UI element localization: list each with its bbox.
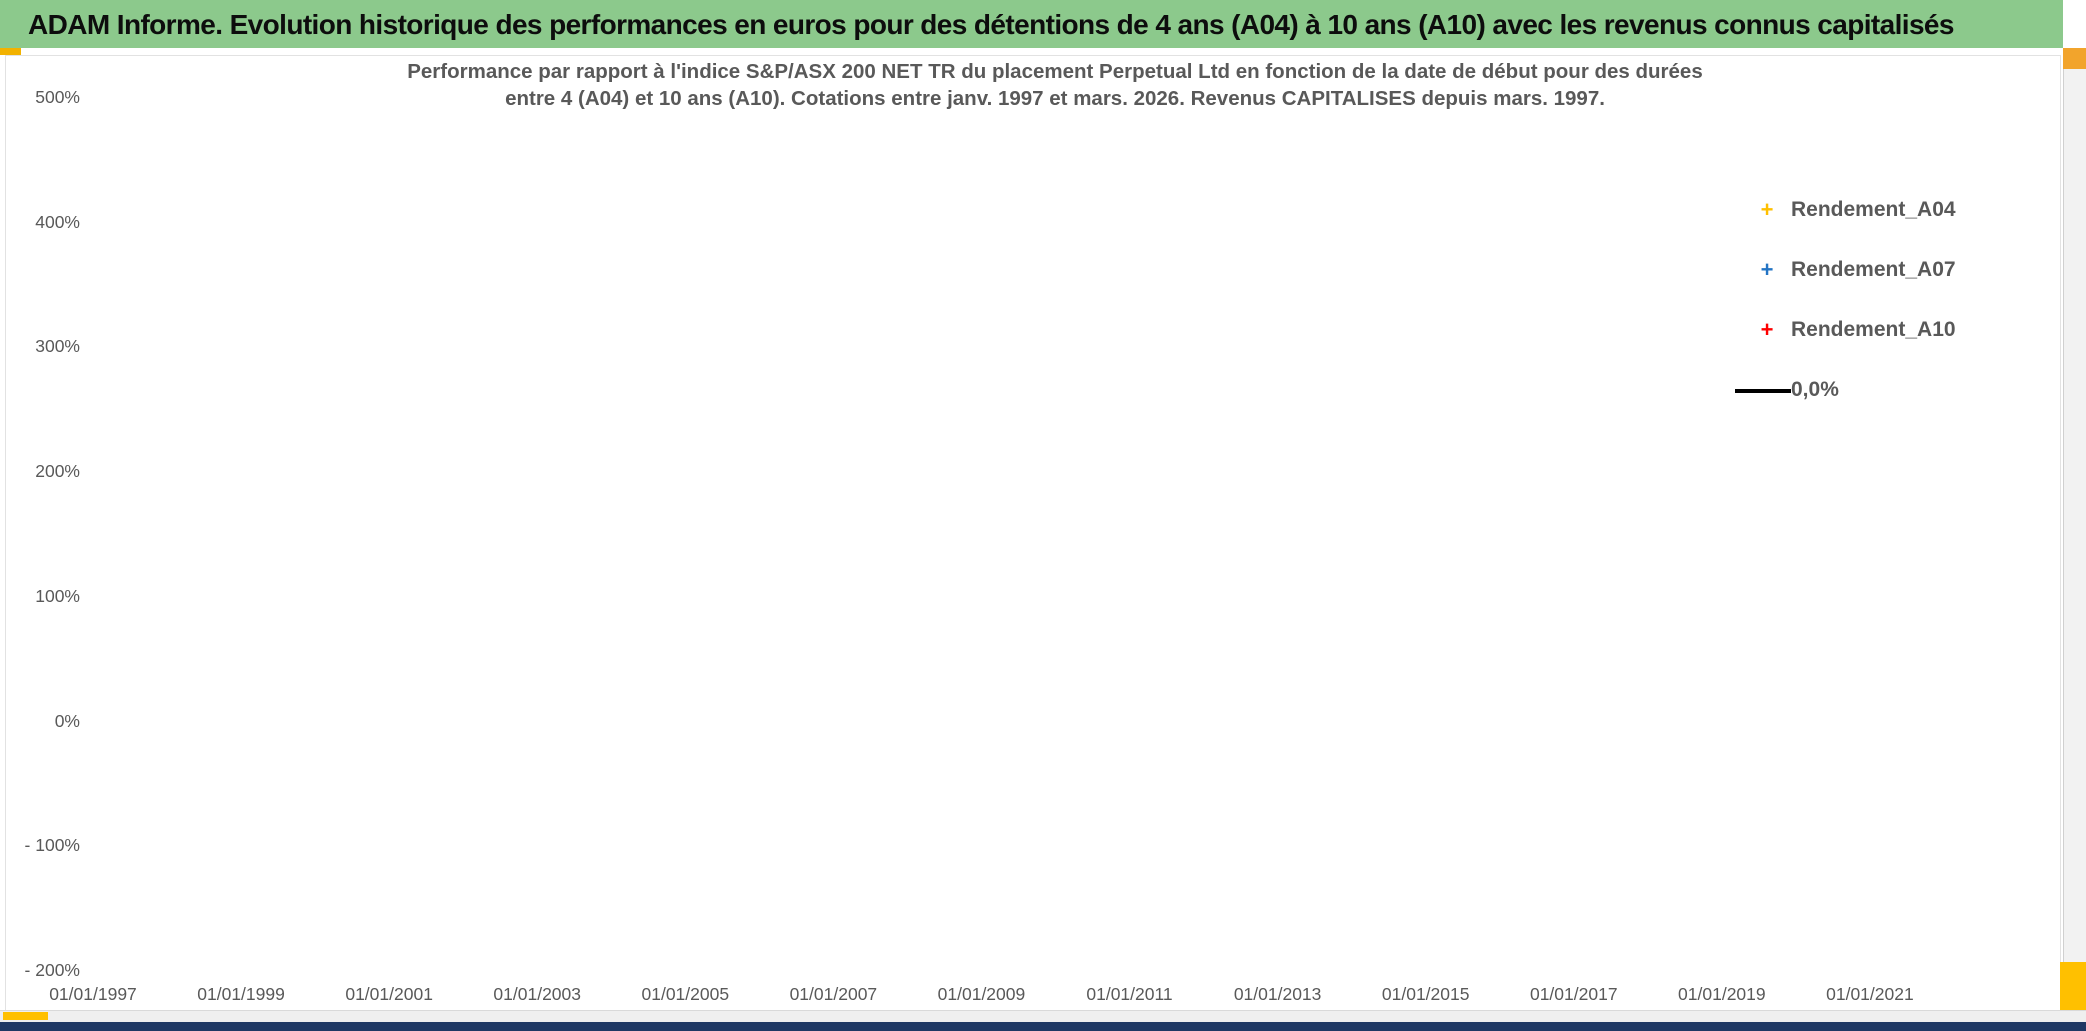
y-axis-tick-label: 500% (35, 87, 80, 107)
sheet-title: ADAM Informe. Evolution historique des p… (28, 9, 1954, 40)
right-scroll-strip[interactable] (2063, 48, 2086, 1021)
chart-title-line1: Performance par rapport à l'indice S&P/A… (407, 60, 1703, 83)
y-axis-tick-label: 300% (35, 336, 80, 357)
y-axis-tick-label: 400% (35, 211, 80, 232)
x-axis-tick-label: 01/01/2001 (345, 984, 433, 1004)
bottom-scroll-band[interactable] (0, 1010, 2086, 1023)
y-axis-tick-label: 100% (35, 585, 80, 606)
x-axis-tick-label: 01/01/2005 (641, 984, 730, 1004)
x-axis-tick-label: 01/01/2015 (1381, 984, 1470, 1004)
legend-item-rendement-a07[interactable]: + Rendement_A07 (1703, 255, 1965, 285)
plus-marker-icon: + (1760, 317, 1774, 342)
window-bottom-bar (0, 1022, 2086, 1031)
plus-marker-icon: + (1760, 197, 1774, 222)
y-axis-tick-label: 200% (35, 461, 80, 482)
sheet-title-banner: ADAM Informe. Evolution historique des p… (0, 0, 2063, 48)
legend-label: Rendement_A07 (1791, 258, 1956, 281)
legend-item-rendement-a10[interactable]: + Rendement_A10 (1703, 315, 1965, 345)
x-axis-tick-label: 01/01/2019 (1678, 984, 1766, 1004)
x-axis-tick-label: 01/01/2013 (1233, 984, 1322, 1004)
x-axis-tick-label: 01/01/2007 (789, 984, 878, 1004)
right-top-accent (2063, 48, 2086, 69)
top-left-accent (0, 48, 21, 55)
x-axis-tick-label: 01/01/1997 (49, 984, 137, 1004)
legend-label: Rendement_A04 (1791, 198, 1956, 221)
legend-item-rendement-a04[interactable]: + Rendement_A04 (1703, 195, 1965, 225)
x-axis-tick-label: 01/01/2021 (1826, 984, 1914, 1004)
right-bottom-accent (2060, 962, 2086, 1010)
bottom-left-accent (3, 1012, 48, 1020)
legend-item-zero-line[interactable]: 0,0% (1703, 375, 1965, 405)
x-axis-tick-label: 01/01/2011 (1086, 984, 1173, 1004)
chart-title: Performance par rapport à l'indice S&P/A… (295, 58, 1815, 116)
x-axis-tick-label: 01/01/2003 (493, 984, 582, 1004)
legend-label: 0,0% (1791, 378, 1839, 401)
y-axis-tick-label: - 100% (24, 835, 80, 856)
y-axis-tick-label: - 200% (24, 960, 80, 980)
x-axis-tick-label: 01/01/1999 (197, 984, 285, 1004)
legend-label: Rendement_A10 (1791, 318, 1956, 341)
plus-marker-icon: + (1760, 257, 1774, 282)
chart-legend[interactable]: + Rendement_A04 + Rendement_A07 + Rendem… (1703, 182, 1965, 418)
x-axis-tick-label: 01/01/2009 (937, 984, 1026, 1004)
chart-title-line2: entre 4 (A04) et 10 ans (A10). Cotations… (505, 87, 1605, 110)
y-axis-tick-label: 0% (54, 710, 80, 731)
x-axis-tick-label: 01/01/2017 (1529, 984, 1618, 1004)
zero-line-sample-icon (1735, 389, 1791, 393)
